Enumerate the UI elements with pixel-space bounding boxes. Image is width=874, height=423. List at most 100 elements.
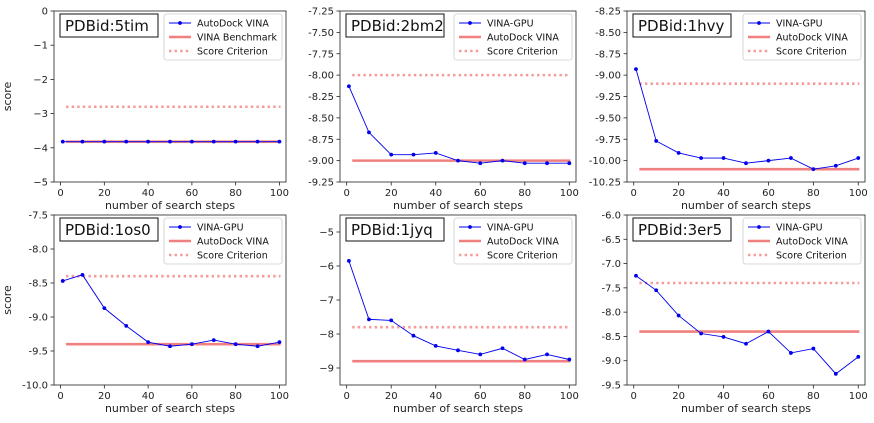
legend-label: VINA-GPU — [487, 19, 534, 30]
data-point — [255, 344, 260, 349]
y-tick-label: -6.5 — [601, 235, 621, 246]
x-tick-label: 20 — [98, 391, 111, 402]
chart-title: PDBid:2bm2 — [351, 17, 444, 35]
legend-frame — [163, 13, 283, 61]
legend-frame — [742, 217, 862, 265]
data-point — [211, 139, 216, 144]
chart-panel-1: 0 20 40 60 80 100 −5 −4 −3 −2 −1 0 number of search … — [1, 7, 289, 213]
x-tick-label: 100 — [270, 188, 289, 199]
data-point — [168, 139, 172, 144]
data-point — [856, 354, 861, 359]
chart-panel-4: 0 20 40 60 80 100 -10.0 -9.5 -9.0 -8.5 -8.0 -7.5 num… — [1, 211, 289, 416]
title-box — [59, 217, 159, 242]
y-tick-label: −5 — [33, 178, 48, 189]
data-point — [277, 139, 282, 144]
chart-title: PDBid:3er5 — [638, 221, 722, 239]
x-tick-label: 0 — [57, 188, 63, 199]
x-tick-label: 60 — [474, 391, 487, 402]
data-point — [811, 167, 816, 172]
chart-title: PDBid:1os0 — [65, 221, 151, 239]
y-tick-label: 0 — [42, 7, 48, 18]
data-point — [189, 139, 194, 144]
y-tick-label: -9.00 — [308, 156, 334, 167]
legend-label: VINA-GPU — [776, 19, 823, 30]
legend-marker — [757, 225, 761, 229]
y-tick-label: -9.25 — [308, 178, 334, 189]
x-tick-label: 20 — [672, 188, 685, 199]
data-point — [60, 139, 65, 144]
y-tick-label: −4 — [33, 143, 48, 154]
data-point — [478, 161, 483, 166]
y-tick-label: -8.0 — [601, 308, 621, 319]
data-point — [411, 333, 416, 338]
y-tick-label: -8.50 — [308, 113, 334, 124]
legend-label: AutoDock VINA — [776, 237, 848, 248]
data-point — [433, 344, 438, 348]
legend-label: Score Criterion — [487, 251, 558, 262]
data-point — [60, 279, 65, 283]
y-tick-label: -10.00 — [589, 156, 621, 167]
data-point — [233, 342, 238, 347]
y-tick-label: −3 — [33, 109, 48, 120]
legend-label: AutoDock VINA — [487, 33, 559, 44]
series-line — [348, 86, 570, 164]
x-axis-label: number of search steps — [105, 199, 235, 212]
data-point — [189, 342, 194, 347]
y-tick-label: -9.0 — [28, 313, 48, 324]
chart-panel-3: 0 20 40 60 80 100 -10.25 -10.00 -9.75 -9.50 -9.25 -… — [589, 7, 868, 213]
legend-marker — [178, 225, 182, 229]
data-point — [367, 130, 371, 135]
y-tick-label: -8.5 — [28, 279, 48, 290]
series-line — [62, 274, 280, 347]
data-point — [80, 272, 85, 277]
y-tick-label: −9 — [319, 364, 334, 375]
data-point — [676, 313, 681, 318]
data-point — [744, 161, 748, 166]
data-point — [833, 163, 838, 168]
y-tick-label: -8.25 — [308, 92, 334, 103]
data-point — [478, 352, 483, 357]
x-axis-label: number of search steps — [681, 402, 811, 415]
x-tick-label: 80 — [807, 188, 820, 199]
legend-frame — [742, 13, 862, 61]
data-point — [567, 161, 572, 166]
y-tick-label: -8.50 — [595, 28, 621, 39]
legend-label: AutoDock VINA — [197, 19, 269, 30]
y-tick-label: -9.25 — [595, 92, 621, 103]
data-point — [766, 158, 771, 163]
data-point — [634, 273, 638, 278]
data-point — [634, 67, 638, 72]
data-point — [789, 156, 793, 160]
y-tick-label: -8.5 — [601, 332, 621, 343]
x-tick-label: 0 — [631, 391, 637, 402]
data-point — [522, 161, 527, 166]
x-tick-label: 80 — [518, 188, 531, 199]
y-tick-label: -10.25 — [589, 178, 621, 189]
x-tick-label: 40 — [142, 391, 155, 402]
y-tick-label: −5 — [319, 228, 334, 239]
chart-panel-2: 0 20 40 60 80 100 -9.25 -9.00 -8.75 -8.50 -8.25 -8.… — [308, 7, 579, 213]
legend: VINA-GPU AutoDock VINA Score Criterion — [453, 13, 573, 61]
data-point — [456, 348, 460, 353]
data-point — [721, 156, 726, 160]
y-tick-label: -9.00 — [595, 71, 621, 82]
data-point — [277, 340, 282, 345]
x-tick-label: 80 — [229, 391, 242, 402]
legend-label: VINA-GPU — [487, 223, 534, 234]
title-box — [345, 217, 445, 242]
y-tick-label: -9.5 — [601, 381, 621, 392]
data-point — [456, 158, 460, 163]
y-tick-label: -7.5 — [601, 283, 621, 294]
x-tick-label: 60 — [762, 391, 775, 402]
title-box — [632, 13, 732, 38]
legend-label: VINA Benchmark — [197, 33, 278, 44]
x-tick-label: 20 — [98, 188, 111, 199]
data-point — [102, 139, 107, 144]
y-tick-label: -7.25 — [308, 7, 334, 18]
y-tick-label: -7.50 — [308, 28, 334, 39]
legend: VINA-GPU AutoDock VINA Score Criterion — [742, 13, 862, 61]
data-point — [411, 152, 416, 157]
chart-title: PDBid:1hvy — [638, 17, 725, 35]
axes-frame — [53, 214, 287, 386]
